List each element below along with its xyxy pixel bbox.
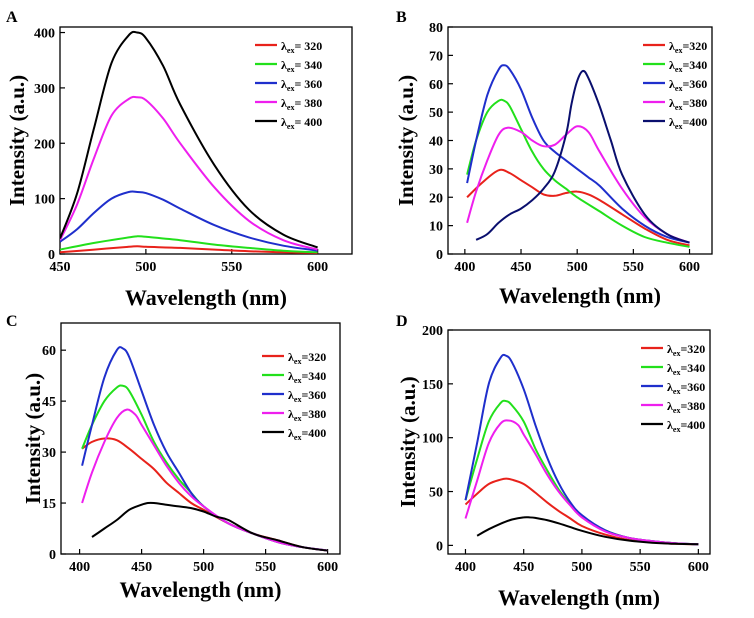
series-line-380 (464, 419, 699, 546)
x-tick-label: 400 (69, 560, 90, 575)
x-tick-label: 400 (455, 560, 476, 575)
x-tick-label: 450 (511, 260, 532, 275)
series-line-400 (60, 30, 318, 249)
x-tick-label: 500 (567, 260, 588, 275)
legend-label: λex=400 (669, 115, 707, 131)
x-tick-label: 550 (630, 560, 651, 575)
y-tick-label: 60 (42, 344, 56, 359)
x-tick-label: 600 (307, 260, 328, 275)
plot-frame (60, 322, 341, 555)
y-tick-label: 300 (34, 82, 55, 97)
y-tick-label: 30 (42, 446, 56, 461)
y-axis-title: Intensity (a.u.) (396, 376, 420, 507)
x-tick-label: 600 (688, 560, 709, 575)
legend-label: λex= 380 (281, 96, 322, 112)
series-line-400 (91, 501, 328, 552)
x-tick-label: 550 (221, 260, 242, 275)
y-axis-title: Intensity (a.u.) (5, 75, 29, 206)
legend-label: λex=360 (288, 388, 326, 404)
y-tick-label: 200 (422, 324, 443, 339)
x-tick-label: 600 (679, 260, 700, 275)
x-tick-label: 450 (50, 260, 71, 275)
series-line-320 (466, 168, 690, 247)
x-axis-title: Wavelength (nm) (120, 577, 282, 602)
panel-letter: C (6, 313, 18, 330)
legend-label: λex=380 (669, 96, 707, 112)
y-axis-title: Intensity (a.u.) (21, 373, 45, 504)
y-tick-label: 40 (429, 135, 443, 150)
legend-label: λex= 320 (281, 39, 322, 55)
legend-label: λex=320 (669, 39, 707, 55)
panel-letter: B (396, 9, 407, 26)
y-tick-label: 60 (429, 78, 443, 93)
legend-label: λex=320 (667, 342, 705, 358)
y-tick-label: 0 (436, 539, 443, 554)
y-tick-label: 400 (34, 27, 55, 42)
x-tick-label: 550 (623, 260, 644, 275)
x-tick-label: 500 (193, 560, 214, 575)
x-tick-label: 500 (135, 260, 156, 275)
x-tick-label: 600 (317, 560, 338, 575)
legend-label: λex=400 (288, 426, 326, 442)
legend-label: λex=380 (288, 407, 326, 423)
panel-b: B 400 450 500 550 600 0 10 20 30 40 50 60 70 80 Wavelen… (394, 9, 713, 308)
y-tick-label: 50 (429, 106, 443, 121)
legend-label: λex=340 (667, 361, 705, 377)
x-axis-title: Wavelength (nm) (125, 285, 287, 310)
plot-frame (447, 329, 711, 555)
legend-label: λex= 400 (281, 115, 322, 131)
series-line-340 (466, 98, 690, 248)
y-tick-label: 15 (42, 497, 56, 512)
series-line-360 (466, 64, 690, 244)
legend-label: λex=360 (667, 380, 705, 396)
plot-frame (59, 26, 353, 255)
y-tick-label: 200 (34, 137, 55, 152)
legend-label: λex=340 (669, 58, 707, 74)
y-tick-label: 10 (429, 220, 443, 235)
y-tick-label: 0 (48, 248, 55, 263)
panel-c: C 400 450 500 550 600 0 15 30 45 60 Wavelength (nm)… (6, 313, 341, 602)
panel-letter: D (396, 313, 408, 330)
series-line-360 (464, 353, 699, 546)
x-axis-title: Wavelength (nm) (499, 283, 661, 308)
y-axis-title: Intensity (a.u.) (394, 75, 418, 206)
x-tick-label: 400 (454, 260, 475, 275)
y-tick-label: 0 (49, 548, 56, 563)
x-tick-label: 500 (571, 560, 592, 575)
series-line-380 (60, 95, 318, 251)
y-tick-label: 20 (429, 191, 443, 206)
series-line-400 (475, 69, 690, 244)
legend-label: λex=320 (288, 350, 326, 366)
x-tick-label: 450 (513, 560, 534, 575)
panel-a: A 450 500 550 600 0 100 200 300 400 Wavelength (nm… (5, 9, 353, 310)
series-line-320 (60, 245, 318, 254)
series-line-400 (476, 516, 699, 546)
x-axis-title: Wavelength (nm) (498, 585, 660, 610)
series-line-320 (81, 437, 328, 552)
legend-label: λex= 340 (281, 58, 322, 74)
series-line-320 (464, 477, 699, 546)
legend-label: λex=380 (667, 399, 705, 415)
y-tick-label: 80 (429, 21, 443, 36)
legend-label: λex=360 (669, 77, 707, 93)
series-line-360 (60, 190, 318, 252)
series-line-340 (60, 235, 318, 254)
y-tick-label: 0 (436, 248, 443, 263)
legend-label: λex= 360 (281, 77, 322, 93)
y-tick-label: 45 (42, 395, 56, 410)
y-tick-label: 150 (422, 378, 443, 393)
panel-letter: A (6, 9, 18, 26)
panel-d: D 400 450 500 550 600 0 50 100 150 200 Wavelength (… (396, 313, 711, 610)
x-tick-label: 550 (255, 560, 276, 575)
y-tick-label: 100 (422, 432, 443, 447)
y-tick-label: 100 (34, 193, 55, 208)
legend-label: λex=400 (667, 418, 705, 434)
y-tick-label: 70 (429, 49, 443, 64)
series-line-380 (466, 125, 690, 244)
y-tick-label: 30 (429, 163, 443, 178)
x-tick-label: 450 (131, 560, 152, 575)
y-tick-label: 50 (429, 486, 443, 501)
legend-label: λex=340 (288, 369, 326, 385)
